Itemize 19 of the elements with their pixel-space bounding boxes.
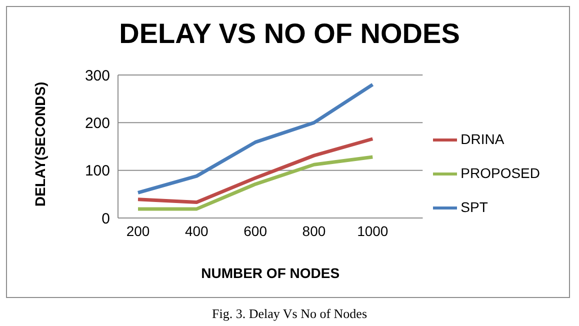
x-tick-label: 800 xyxy=(302,222,326,239)
caption: Fig. 3. Delay Vs No of Nodes xyxy=(210,306,368,322)
legend-label: DRINA xyxy=(460,130,504,146)
x-axis-title: NUMBER OF NODES xyxy=(201,265,340,281)
legend-label: SPT xyxy=(460,198,488,214)
y-tick-label: 300 xyxy=(84,67,110,84)
y-tick-label: 200 xyxy=(84,114,110,132)
y-tick-label: 100 xyxy=(84,162,110,180)
line-series xyxy=(136,137,374,204)
y-tick-label: 0 xyxy=(102,210,110,228)
legend-label: PROPOSED xyxy=(460,164,540,180)
chart-title: DELAY VS NO OF NODES xyxy=(118,18,461,50)
x-tick-label: 400 xyxy=(184,222,209,239)
x-tick-label: 600 xyxy=(244,222,268,239)
y-axis-title: DELAY(SECONDS) xyxy=(32,82,48,206)
line-series xyxy=(136,82,374,194)
x-tick-label: 1000 xyxy=(357,222,388,239)
line-series xyxy=(136,155,374,211)
x-tick-label: 200 xyxy=(126,222,150,239)
